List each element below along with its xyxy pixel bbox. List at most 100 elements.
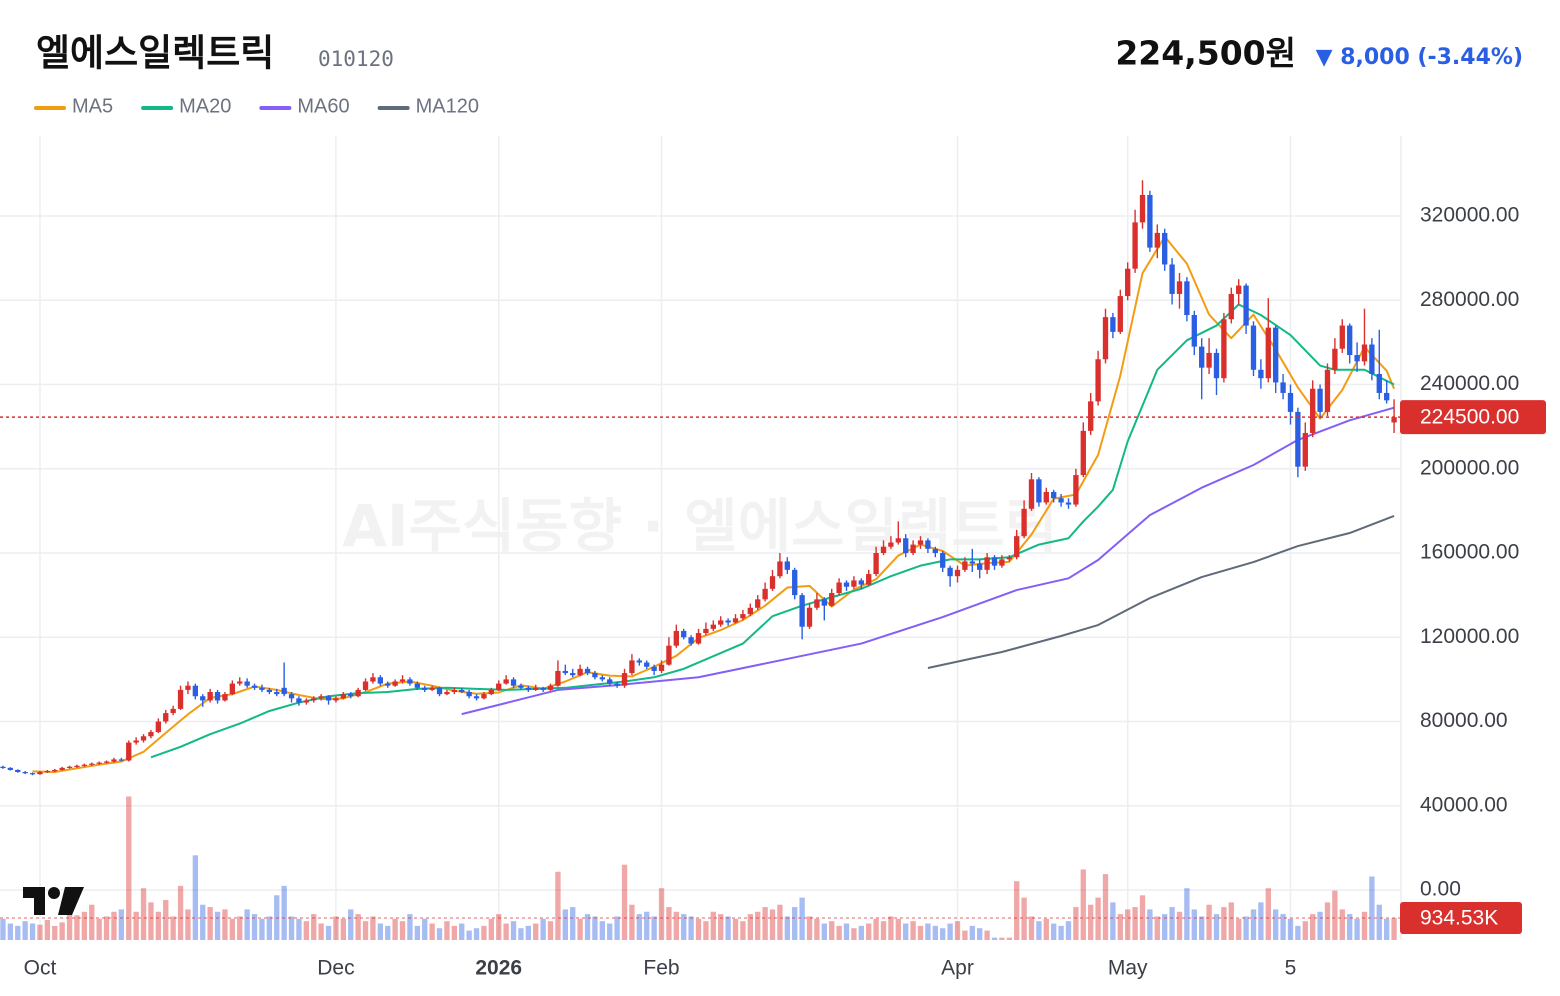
candle-body: [185, 685, 191, 690]
candle-body: [1243, 285, 1249, 326]
candle-body: [1080, 430, 1086, 476]
volume-bar: [1110, 902, 1116, 940]
candle-body: [762, 588, 768, 600]
candle-body: [496, 683, 502, 690]
volume-bar: [481, 925, 487, 940]
volume-bar: [1073, 907, 1079, 940]
candle-body: [140, 736, 147, 741]
candle-body: [1162, 232, 1168, 265]
volume-bar: [436, 928, 443, 940]
volume-bar: [762, 907, 768, 940]
candle-body: [422, 687, 428, 690]
candle-body: [947, 567, 953, 577]
y-tick-label: 320000.00: [1420, 204, 1519, 227]
ma-line: [927, 515, 1395, 669]
candle-body: [910, 544, 916, 554]
volume-bar: [1184, 888, 1190, 940]
volume-bar: [910, 921, 916, 940]
candle-body: [1014, 536, 1020, 558]
volume-bar: [614, 916, 620, 940]
volume-bar: [214, 911, 221, 940]
candle-body: [1117, 296, 1123, 332]
volume-bar: [1095, 897, 1101, 940]
candle-body: [688, 637, 694, 644]
volume-bar: [370, 916, 376, 940]
candle-body: [925, 540, 931, 549]
candle-body: [459, 689, 465, 693]
volume-bar: [126, 796, 132, 940]
volume-bar: [488, 918, 494, 940]
candle-body: [1332, 348, 1338, 370]
candle-body: [858, 580, 864, 585]
candle-body: [22, 772, 28, 774]
volume-bar: [1221, 907, 1227, 940]
candle-body: [473, 696, 480, 699]
candle-body: [1191, 315, 1197, 347]
candle-body: [444, 692, 450, 695]
candle-body: [1006, 557, 1012, 560]
candle-body: [725, 620, 731, 623]
volume-bar: [710, 911, 716, 940]
price: 224,500원: [1115, 34, 1296, 73]
candle-body: [747, 607, 753, 615]
candle-body: [488, 689, 494, 695]
candle-body: [866, 574, 872, 585]
volume-bar: [325, 925, 332, 940]
candle-body: [1273, 327, 1279, 383]
volume-bar: [185, 909, 191, 940]
candle-body: [281, 687, 287, 695]
candle-body: [74, 765, 80, 767]
volume-bar: [1361, 911, 1368, 940]
candle-body: [555, 670, 561, 686]
volume-bar: [792, 907, 798, 940]
candle-body: [1169, 264, 1175, 294]
candle-body: [481, 694, 487, 699]
volume-bar: [932, 925, 938, 940]
legend-label: MA60: [297, 95, 349, 117]
price-change: ▼ 8,000 (-3.44%): [1316, 45, 1523, 70]
logo-dot: [48, 887, 60, 899]
candle-body: [1095, 359, 1101, 402]
volume-bar: [814, 918, 820, 940]
volume-bar: [311, 914, 317, 940]
volume-bar: [355, 914, 361, 940]
volume-bar: [977, 928, 983, 940]
candle-body: [888, 542, 894, 547]
candle-body: [1176, 281, 1183, 294]
candle-body: [340, 694, 347, 699]
candle-body: [547, 685, 554, 690]
y-tick-label: 200000.00: [1420, 456, 1519, 479]
candle-body: [533, 687, 539, 690]
candle-body: [155, 721, 162, 733]
candle-body: [1287, 392, 1294, 412]
volume-bar: [1273, 909, 1279, 940]
volume-bar: [15, 925, 21, 940]
volume-bar: [1014, 881, 1020, 940]
volume-bar: [407, 914, 413, 940]
volume-bar: [340, 918, 347, 940]
volume-bar: [925, 923, 931, 940]
candle-body: [237, 681, 243, 684]
candle-body: [1265, 327, 1271, 379]
candle-body: [969, 561, 975, 564]
volume-bar: [636, 914, 642, 940]
volume-bar: [858, 925, 864, 940]
candle-body: [288, 694, 295, 699]
candle-body: [311, 698, 317, 701]
legend-label: MA5: [72, 95, 113, 117]
volume-bar: [207, 907, 213, 940]
volume-bar: [1028, 916, 1035, 940]
candle-body: [44, 771, 51, 773]
volume-bar: [66, 914, 73, 940]
volume-bar: [1176, 911, 1183, 940]
volume-bar: [1043, 918, 1049, 940]
logo-slash: [58, 887, 84, 915]
volume-bar: [1236, 918, 1242, 940]
volume-bar: [385, 925, 391, 940]
candle-body: [784, 561, 790, 570]
volume-bar: [562, 909, 568, 940]
volume-bar: [888, 916, 894, 940]
volume-bar: [621, 864, 628, 940]
volume-bar: [237, 916, 243, 940]
candle-body: [984, 557, 990, 570]
